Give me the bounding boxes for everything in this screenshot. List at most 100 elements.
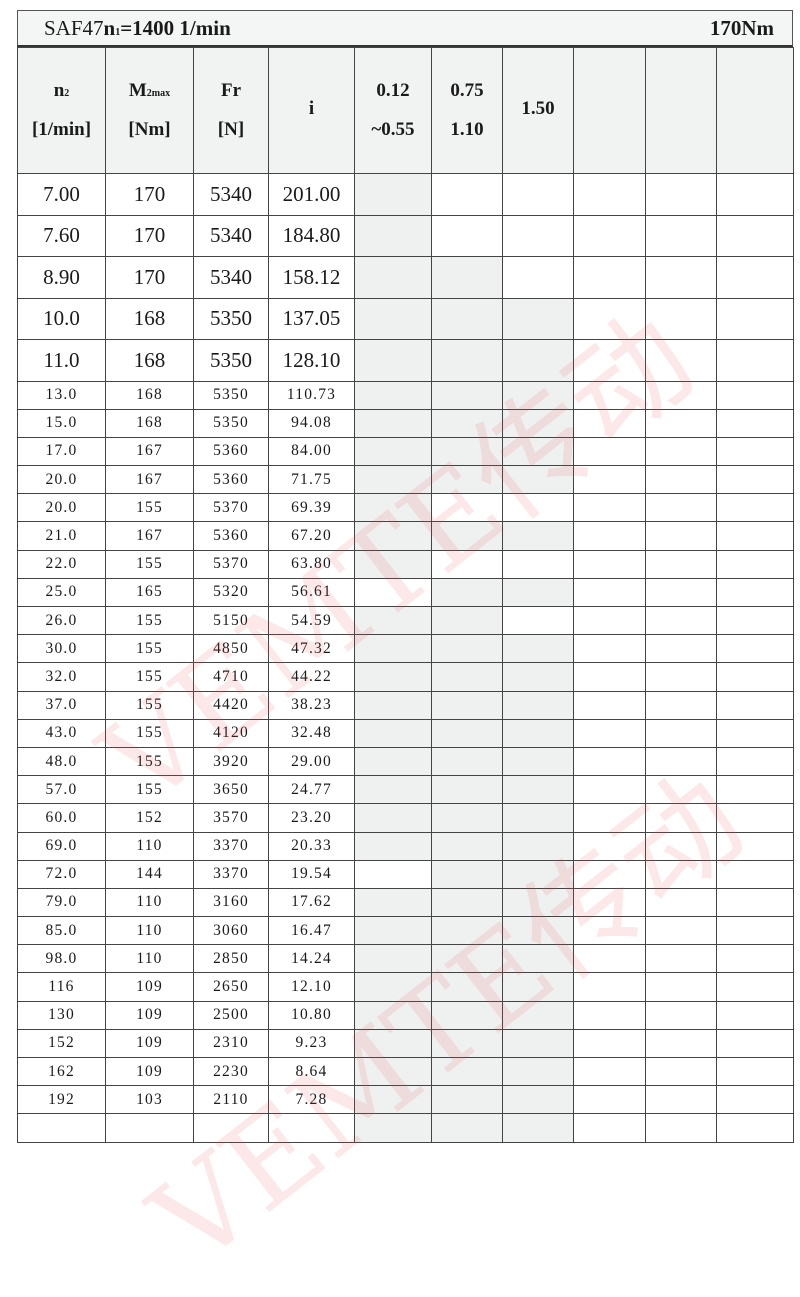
empty-cell — [645, 831, 717, 861]
shaded-cell — [431, 465, 503, 495]
empty-cell — [716, 549, 794, 579]
cell-n2: 79.0 — [17, 887, 106, 918]
empty-cell — [431, 493, 503, 523]
empty-cell — [573, 831, 646, 861]
empty-cell — [645, 718, 717, 748]
table-row: 48.0 155 3920 29.00 — [17, 746, 794, 777]
cell-n2: 15.0 — [17, 408, 106, 438]
shaded-cell — [502, 1000, 574, 1030]
empty-cell — [354, 859, 432, 889]
cell-n2: 11.0 — [17, 339, 106, 382]
table-row: 162 109 2230 8.64 — [17, 1056, 794, 1087]
cell-n2: 85.0 — [17, 916, 106, 946]
shaded-cell — [431, 944, 503, 974]
cell-fr: 5360 — [193, 521, 269, 551]
shaded-cell — [502, 944, 574, 974]
empty-cell — [645, 380, 717, 410]
table-row: 98.0 110 2850 14.24 — [17, 944, 794, 974]
empty-cell — [573, 465, 646, 495]
table-row: 8.90 170 5340 158.12 — [17, 256, 794, 299]
cell-i: 84.00 — [268, 436, 355, 467]
empty-cell — [573, 718, 646, 748]
table-row: 22.0 155 5370 63.80 — [17, 549, 794, 579]
cell-fr: 2500 — [193, 1000, 269, 1030]
empty-cell — [716, 408, 794, 438]
empty-cell — [716, 944, 794, 974]
empty-cell — [573, 1000, 646, 1030]
shaded-cell — [431, 1113, 503, 1143]
shaded-cell — [354, 1085, 432, 1115]
cell-m2: 168 — [105, 408, 194, 438]
cell-fr: 5150 — [193, 605, 269, 636]
empty-cell — [716, 916, 794, 946]
shaded-cell — [354, 634, 432, 664]
cell-n2: 162 — [17, 1056, 106, 1087]
cell-m2: 109 — [105, 1056, 194, 1087]
shaded-cell — [354, 436, 432, 467]
cell-i: 54.59 — [268, 605, 355, 636]
cell-i: 158.12 — [268, 256, 355, 299]
cell-i: 137.05 — [268, 297, 355, 340]
shaded-cell — [502, 1085, 574, 1115]
header-line1: M — [128, 80, 147, 101]
cell-fr: 4850 — [193, 634, 269, 664]
cell-n2: 10.0 — [17, 297, 106, 340]
cell-fr: 3370 — [193, 831, 269, 861]
shaded-cell — [431, 408, 503, 438]
empty-cell — [645, 944, 717, 974]
empty-cell — [573, 380, 646, 410]
column-header — [645, 47, 717, 174]
empty-cell — [716, 746, 794, 777]
cell-fr — [193, 1113, 269, 1143]
cell-i: 56.61 — [268, 577, 355, 608]
shaded-cell — [502, 577, 574, 608]
cell-m2: 155 — [105, 634, 194, 664]
cell-i: 63.80 — [268, 549, 355, 579]
header-line2: 1.10 — [450, 119, 484, 140]
shaded-cell — [354, 944, 432, 974]
table-row: 21.0 167 5360 67.20 — [17, 521, 794, 551]
shaded-cell — [354, 803, 432, 833]
table-row: 60.0 152 3570 23.20 — [17, 803, 794, 833]
cell-m2: 103 — [105, 1085, 194, 1115]
shaded-cell — [502, 297, 574, 340]
cell-i: 110.73 — [268, 380, 355, 410]
cell-fr: 4420 — [193, 690, 269, 720]
empty-cell — [645, 465, 717, 495]
empty-cell — [645, 521, 717, 551]
cell-i: 201.00 — [268, 173, 355, 216]
empty-cell — [431, 549, 503, 579]
cell-fr: 2230 — [193, 1056, 269, 1087]
empty-cell — [645, 339, 717, 382]
cell-m2: 168 — [105, 380, 194, 410]
empty-cell — [645, 803, 717, 833]
cell-m2: 152 — [105, 803, 194, 833]
shaded-cell — [502, 718, 574, 748]
cell-fr: 3570 — [193, 803, 269, 833]
table-row: 43.0 155 4120 32.48 — [17, 718, 794, 748]
empty-cell — [645, 916, 717, 946]
empty-cell — [645, 1056, 717, 1087]
shaded-cell — [354, 916, 432, 946]
cell-m2: 155 — [105, 662, 194, 692]
header-sub: 2max — [146, 88, 171, 99]
empty-cell — [645, 605, 717, 636]
header-line2: [Nm] — [128, 119, 171, 140]
table-row: 37.0 155 4420 38.23 — [17, 690, 794, 720]
shaded-cell — [431, 859, 503, 889]
cell-fr: 2850 — [193, 944, 269, 974]
shaded-cell — [431, 521, 503, 551]
cell-fr: 5360 — [193, 465, 269, 495]
shaded-cell — [431, 297, 503, 340]
shaded-cell — [354, 256, 432, 299]
rating-table-sheet: SAF47n1=1400 1/min 170Nm n2 [1/min] M2max[… — [17, 10, 794, 1143]
empty-cell — [716, 1000, 794, 1030]
cell-i: 71.75 — [268, 465, 355, 495]
title-model-speed: SAF47n1=1400 1/min — [44, 16, 231, 41]
shaded-cell — [431, 1085, 503, 1115]
shaded-cell — [354, 831, 432, 861]
empty-cell — [716, 775, 794, 805]
empty-cell — [573, 173, 646, 216]
cell-n2: 8.90 — [17, 256, 106, 299]
cell-n2: 57.0 — [17, 775, 106, 805]
